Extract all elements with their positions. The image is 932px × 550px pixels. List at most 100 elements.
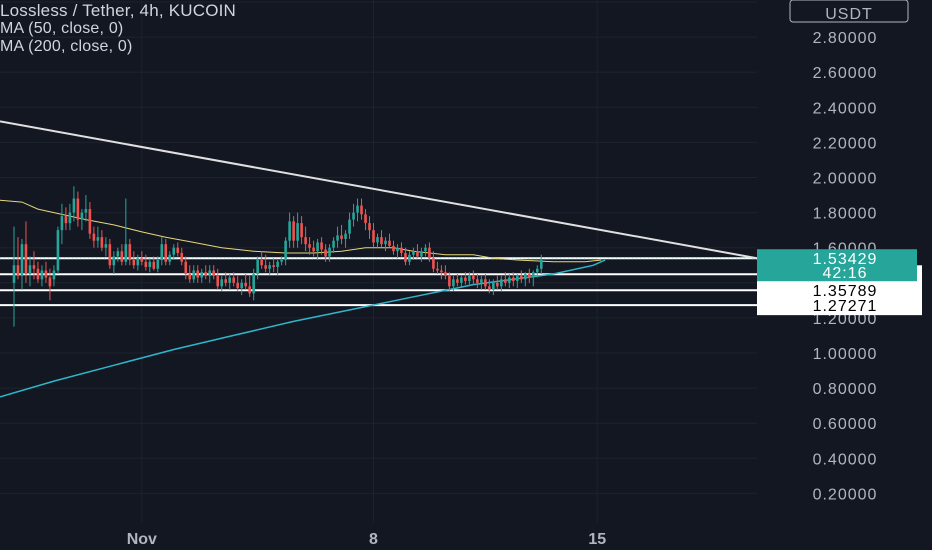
countdown-label: 42:16	[822, 265, 867, 282]
candle-body	[539, 259, 543, 269]
candle-body	[535, 268, 539, 273]
price-tick-label: 0.60000	[813, 416, 878, 433]
candle-body	[476, 279, 479, 283]
candle-body	[332, 240, 335, 248]
candle-body	[408, 254, 411, 262]
candle-body	[196, 270, 200, 278]
price-tick-label: 0.40000	[813, 451, 878, 468]
candle-body	[152, 261, 156, 269]
candle-body	[412, 251, 415, 255]
candle-body	[468, 275, 471, 282]
candle-body	[400, 247, 403, 253]
time-axis-background	[0, 522, 757, 550]
candle-body	[220, 279, 224, 287]
ma50-legend[interactable]: MA (50, close, 0)	[0, 20, 124, 37]
candle-body	[184, 261, 188, 275]
candle-body	[132, 259, 136, 266]
candle-body	[280, 259, 283, 262]
candle-body	[531, 272, 535, 278]
candle-body	[344, 233, 347, 239]
candle-body	[264, 265, 267, 269]
candle-body	[80, 212, 84, 220]
last-price-label: 1.53429	[813, 251, 878, 268]
candle-body	[372, 230, 375, 243]
chart-legend: Lossless / Tether, 4h, KUCOIN MA (50, cl…	[0, 2, 236, 56]
level-badge-label: 1.35789	[813, 283, 878, 300]
price-tick-label: 1.00000	[813, 346, 878, 363]
candle-body	[316, 242, 319, 252]
candle-body	[504, 279, 507, 283]
candle-body	[444, 272, 447, 276]
candle-body	[488, 286, 491, 290]
time-tick-label: 8	[369, 531, 378, 548]
candle-body	[64, 216, 68, 224]
price-tick-label: 0.20000	[813, 486, 878, 503]
price-tick-label: 2.80000	[813, 30, 878, 47]
candle-body	[212, 270, 216, 276]
candle-body	[480, 279, 483, 283]
candle-body	[56, 230, 60, 271]
candle-body	[296, 223, 299, 241]
candle-body	[36, 268, 40, 280]
candle-body	[128, 244, 132, 260]
candle-body	[180, 252, 184, 262]
candle-body	[356, 205, 359, 213]
candle-body	[328, 247, 331, 257]
candle-body	[300, 223, 303, 238]
candle-body	[304, 237, 307, 245]
candle-body	[520, 275, 523, 280]
level-badge	[757, 281, 922, 301]
level-badge-label: 1.27271	[813, 298, 878, 315]
ma200-legend[interactable]: MA (200, close, 0)	[0, 38, 133, 55]
candle-body	[392, 245, 395, 252]
candle-body	[376, 237, 379, 243]
candle-body	[16, 265, 20, 276]
time-tick-label: Nov	[127, 531, 157, 548]
candle-body	[516, 275, 519, 282]
candle-body	[404, 252, 407, 262]
candle-body	[52, 270, 56, 280]
candle-body	[168, 254, 172, 262]
ma200-line	[0, 259, 606, 398]
candle-body	[44, 270, 48, 278]
candle-body	[76, 198, 80, 220]
candle-body	[352, 212, 355, 220]
candle-body	[28, 265, 32, 275]
candle-body	[24, 244, 28, 275]
price-tick-label: 1.20000	[813, 311, 878, 328]
candle-body	[340, 235, 343, 239]
candle-body	[284, 240, 287, 260]
candle-body	[276, 261, 279, 268]
candle-body	[380, 237, 383, 245]
last-price-badge	[757, 249, 917, 282]
candle-body	[88, 209, 92, 234]
candle-body	[528, 274, 531, 278]
candle-body	[84, 209, 88, 213]
candle-body	[116, 251, 120, 257]
candle-body	[104, 244, 108, 248]
trendlines[interactable]	[0, 120, 758, 260]
candle-body	[192, 270, 196, 280]
candle-body	[436, 268, 439, 271]
candle-body	[324, 249, 327, 257]
candle-body	[416, 251, 419, 257]
candle-body	[188, 274, 192, 280]
candle-body	[496, 282, 499, 287]
candle-body	[20, 244, 24, 276]
candle-body	[360, 205, 363, 215]
candle-body	[508, 277, 511, 283]
candle-body	[224, 279, 228, 283]
candle-body	[524, 274, 527, 280]
symbol-title[interactable]: Lossless / Tether, 4h, KUCOIN	[0, 1, 237, 20]
candle-body	[32, 265, 36, 269]
candle-body	[216, 275, 220, 287]
candle-body	[384, 240, 387, 245]
candle-body	[460, 277, 463, 283]
price-tick-label: 2.20000	[813, 135, 878, 152]
candle-body	[424, 247, 427, 252]
candle-body	[396, 247, 399, 252]
candle-body	[428, 247, 431, 259]
candle-body	[140, 258, 144, 262]
time-axis[interactable]: Nov 8 15	[0, 522, 757, 550]
